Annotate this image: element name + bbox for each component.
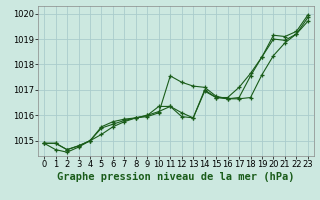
X-axis label: Graphe pression niveau de la mer (hPa): Graphe pression niveau de la mer (hPa) xyxy=(57,172,295,182)
